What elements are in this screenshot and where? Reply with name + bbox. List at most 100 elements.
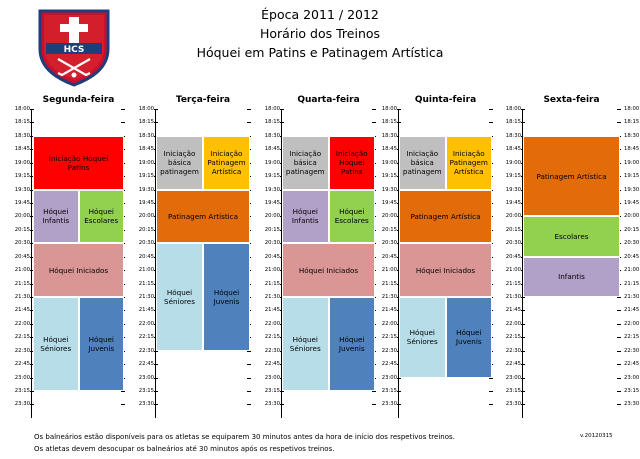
time-label: 21:45 xyxy=(505,307,521,314)
time-tick xyxy=(30,216,34,218)
time-label: 21:15 xyxy=(381,280,397,287)
time-tick xyxy=(154,404,158,406)
time-tick xyxy=(30,323,34,325)
time-label: 23:00 xyxy=(14,374,30,381)
time-tick xyxy=(154,122,158,124)
time-label: 19:30 xyxy=(264,186,280,193)
hockey-sticks-icon xyxy=(57,58,91,77)
time-tick xyxy=(372,122,376,124)
time-tick xyxy=(30,404,34,406)
time-label: 18:45 xyxy=(381,146,397,153)
time-label: 21:00 xyxy=(624,267,640,274)
time-label: 21:15 xyxy=(138,280,154,287)
time-label: 18:30 xyxy=(138,132,154,139)
time-tick xyxy=(521,297,525,299)
time-label: 18:00 xyxy=(381,106,397,112)
time-label: 19:15 xyxy=(505,173,521,180)
time-label: 18:30 xyxy=(505,132,521,139)
time-tick xyxy=(397,404,401,406)
time-label: 18:45 xyxy=(624,146,640,153)
time-label: 18:00 xyxy=(505,106,521,112)
time-label: 20:30 xyxy=(264,240,280,247)
time-label: 18:15 xyxy=(14,119,30,126)
time-label: 20:30 xyxy=(505,240,521,247)
time-label: 19:45 xyxy=(381,200,397,206)
time-axis xyxy=(155,109,156,418)
time-label: 18:30 xyxy=(264,132,280,139)
training-block: Escolares xyxy=(523,216,620,257)
cross-icon xyxy=(60,17,88,45)
time-label: 23:15 xyxy=(505,388,521,395)
time-label: 21:15 xyxy=(264,280,280,287)
training-block: Hóquei Séniores xyxy=(33,297,79,392)
time-label: 22:45 xyxy=(624,361,640,368)
time-label: 23:00 xyxy=(624,374,640,381)
time-tick xyxy=(280,391,284,393)
time-tick xyxy=(617,391,621,393)
time-label: 19:30 xyxy=(381,186,397,193)
training-block: Hóquei Séniores xyxy=(156,243,203,351)
time-axis xyxy=(522,109,523,418)
training-block: Patinagem Artística xyxy=(399,189,492,244)
time-tick xyxy=(30,350,34,352)
training-block: Hóquei Iniciados xyxy=(399,243,492,298)
time-label: 21:30 xyxy=(138,294,154,301)
time-label: 19:45 xyxy=(624,200,640,206)
footer-note-1: Os balneários estão disponíveis para os … xyxy=(34,433,455,441)
day-header-4: Sexta-feira xyxy=(543,95,600,105)
time-label: 18:15 xyxy=(138,119,154,126)
time-tick xyxy=(397,391,401,393)
time-label: 22:15 xyxy=(138,334,154,341)
time-tick xyxy=(30,297,34,299)
footer-note-2: Os atletas devem desocupar os balneários… xyxy=(34,445,335,453)
time-label: 21:30 xyxy=(381,294,397,301)
time-tick xyxy=(521,404,525,406)
weekly-schedule: Segunda-feira 18:00 18:15 18:30 18:45 19:00 19… xyxy=(0,92,640,437)
time-tick xyxy=(154,391,158,393)
time-tick xyxy=(372,391,376,393)
time-tick xyxy=(247,364,251,366)
time-label: 23:30 xyxy=(138,401,154,408)
training-block: Hóquei Juvenis xyxy=(78,297,124,392)
time-label: 21:45 xyxy=(264,307,280,314)
time-label: 18:45 xyxy=(138,146,154,153)
training-block: Patinagem Artística xyxy=(156,189,250,244)
time-label: 22:00 xyxy=(381,320,397,327)
time-label: 20:45 xyxy=(505,253,521,260)
time-label: 18:30 xyxy=(14,132,30,139)
time-axis xyxy=(281,109,282,418)
time-label: 22:00 xyxy=(624,320,640,327)
time-tick xyxy=(30,162,34,164)
time-label: 21:00 xyxy=(505,267,521,274)
time-tick xyxy=(397,122,401,124)
time-label: 19:15 xyxy=(138,173,154,180)
time-tick xyxy=(521,109,525,110)
time-tick xyxy=(30,364,34,366)
training-block: Hóquei Infantis xyxy=(282,189,329,244)
time-tick xyxy=(521,350,525,352)
time-label: 18:45 xyxy=(264,146,280,153)
time-tick xyxy=(521,337,525,339)
time-tick xyxy=(489,377,493,379)
time-tick xyxy=(521,391,525,393)
time-label: 21:30 xyxy=(264,294,280,301)
training-block: Iniciação básica patinagem xyxy=(282,135,329,190)
time-label: 20:15 xyxy=(264,226,280,233)
time-label: 20:30 xyxy=(138,240,154,247)
time-label: 23:30 xyxy=(624,401,640,408)
time-tick xyxy=(30,243,34,245)
time-label: 22:30 xyxy=(381,347,397,354)
time-label: 18:15 xyxy=(264,119,280,126)
training-block: Hóquei Infantis xyxy=(33,189,79,244)
time-label: 22:45 xyxy=(138,361,154,368)
time-tick xyxy=(280,404,284,406)
time-tick xyxy=(247,377,251,379)
time-label: 21:00 xyxy=(381,267,397,274)
time-tick xyxy=(30,135,34,137)
time-label: 20:15 xyxy=(138,226,154,233)
time-label: 20:30 xyxy=(624,240,640,247)
time-label: 23:15 xyxy=(264,388,280,395)
time-label: 19:30 xyxy=(505,186,521,193)
time-tick xyxy=(30,122,34,124)
time-axis xyxy=(398,109,399,418)
